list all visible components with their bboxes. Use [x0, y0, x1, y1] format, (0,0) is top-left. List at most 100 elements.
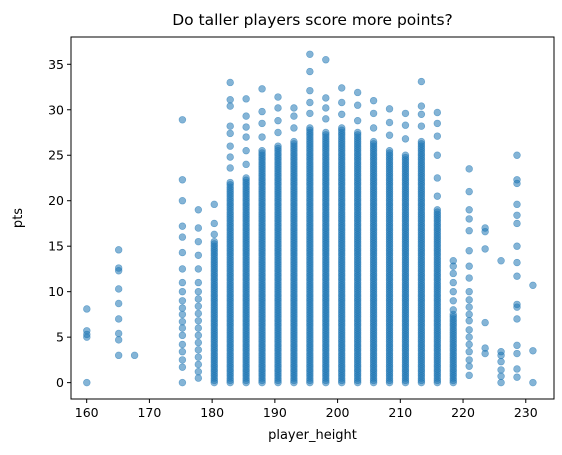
scatter-point: [465, 348, 473, 356]
scatter-point: [194, 331, 203, 340]
scatter-point: [194, 237, 203, 246]
scatter-point: [465, 287, 473, 296]
scatter-point: [465, 227, 473, 235]
x-axis: 160 170 180 190 200 210 220 230: [75, 399, 538, 420]
scatter-point: [274, 142, 282, 150]
scatter-point: [513, 219, 521, 228]
scatter-point: [433, 174, 442, 182]
scatter-point: [178, 233, 187, 241]
scatter-point: [306, 124, 314, 132]
scatter-point: [497, 378, 505, 387]
scatter-point: [481, 224, 489, 232]
scatter-point: [114, 246, 123, 254]
scatter-point: [178, 248, 187, 257]
scatter-point: [338, 84, 346, 92]
scatter-point: [353, 101, 362, 109]
scatter-point: [194, 278, 203, 287]
x-tick-label: 170: [137, 405, 161, 420]
scatter-point: [226, 164, 234, 172]
y-tick-label: 25: [48, 148, 64, 163]
scatter-point: [290, 137, 298, 146]
scatter-point: [178, 348, 187, 356]
scatter-point: [401, 109, 410, 118]
scatter-point: [465, 262, 473, 270]
scatter-point: [353, 116, 362, 125]
scatter-point: [130, 351, 139, 360]
scatter-point: [194, 302, 203, 310]
scatter-point: [401, 121, 410, 129]
scatter-point: [242, 133, 250, 141]
scatter-point: [178, 176, 187, 184]
scatter-point: [433, 151, 442, 159]
x-axis-label: player_height: [268, 428, 357, 443]
scatter-point: [433, 192, 442, 200]
scatter-point: [210, 219, 218, 228]
scatter-point: [194, 374, 203, 382]
scatter-point: [178, 116, 187, 124]
scatter-point: [513, 151, 521, 159]
plot-frame: [70, 36, 555, 400]
scatter-point: [194, 265, 203, 273]
scatter-point: [513, 258, 521, 267]
scatter-point: [226, 153, 234, 161]
scatter-point: [338, 110, 346, 119]
scatter-point: [242, 160, 250, 169]
scatter-point: [513, 272, 521, 280]
y-axis: 0 5 10 15 20 25 30 35: [48, 57, 71, 390]
scatter-point: [178, 297, 187, 305]
scatter-point: [369, 109, 378, 118]
scatter-point: [481, 245, 489, 253]
scatter-point: [178, 378, 187, 387]
x-tick-label: 200: [326, 405, 350, 420]
scatter-point: [385, 118, 394, 127]
scatter-point: [465, 303, 473, 311]
scatter-point: [194, 324, 203, 332]
x-tick-label: 230: [514, 405, 538, 420]
scatter-point: [513, 176, 521, 184]
scatter-points: [83, 50, 537, 387]
scatter-point: [449, 306, 457, 314]
scatter-point: [513, 373, 521, 381]
y-tick-label: 5: [56, 330, 64, 345]
scatter-point: [114, 285, 123, 293]
scatter-point: [258, 133, 266, 141]
scatter-point: [497, 257, 505, 265]
scatter-point: [274, 104, 282, 112]
scatter-point: [465, 362, 473, 370]
scatter-point: [497, 348, 505, 356]
scatter-point: [513, 365, 521, 373]
scatter-point: [465, 371, 473, 380]
scatter-point: [497, 358, 505, 366]
scatter-point: [449, 297, 457, 305]
scatter-point: [465, 326, 473, 334]
y-tick-label: 10: [48, 284, 64, 299]
x-tick-label: 210: [388, 405, 412, 420]
scatter-point: [513, 315, 521, 323]
scatter-point: [114, 299, 123, 308]
scatter-point: [465, 215, 473, 223]
scatter-point: [465, 317, 473, 325]
scatter-point: [226, 96, 234, 104]
scatter-point: [83, 305, 91, 313]
scatter-point: [178, 340, 187, 349]
y-tick-label: 0: [56, 375, 64, 390]
scatter-point: [242, 95, 250, 103]
scatter-point: [178, 356, 187, 364]
scatter-point: [338, 124, 346, 132]
scatter-point: [194, 368, 203, 376]
scatter-point: [465, 340, 473, 349]
scatter-point: [178, 222, 187, 230]
scatter-point: [353, 88, 362, 97]
scatter-point: [353, 128, 362, 137]
scatter-point: [274, 93, 282, 101]
scatter-point: [114, 264, 123, 272]
scatter-point: [226, 178, 234, 187]
scatter-point: [465, 310, 473, 319]
scatter-point: [433, 132, 442, 140]
scatter-point: [178, 278, 187, 287]
scatter-point: [258, 107, 266, 116]
chart-title: Do taller players score more points?: [172, 11, 453, 29]
scatter-point: [114, 315, 123, 323]
x-tick-label: 190: [263, 405, 287, 420]
scatter-point: [449, 278, 457, 287]
